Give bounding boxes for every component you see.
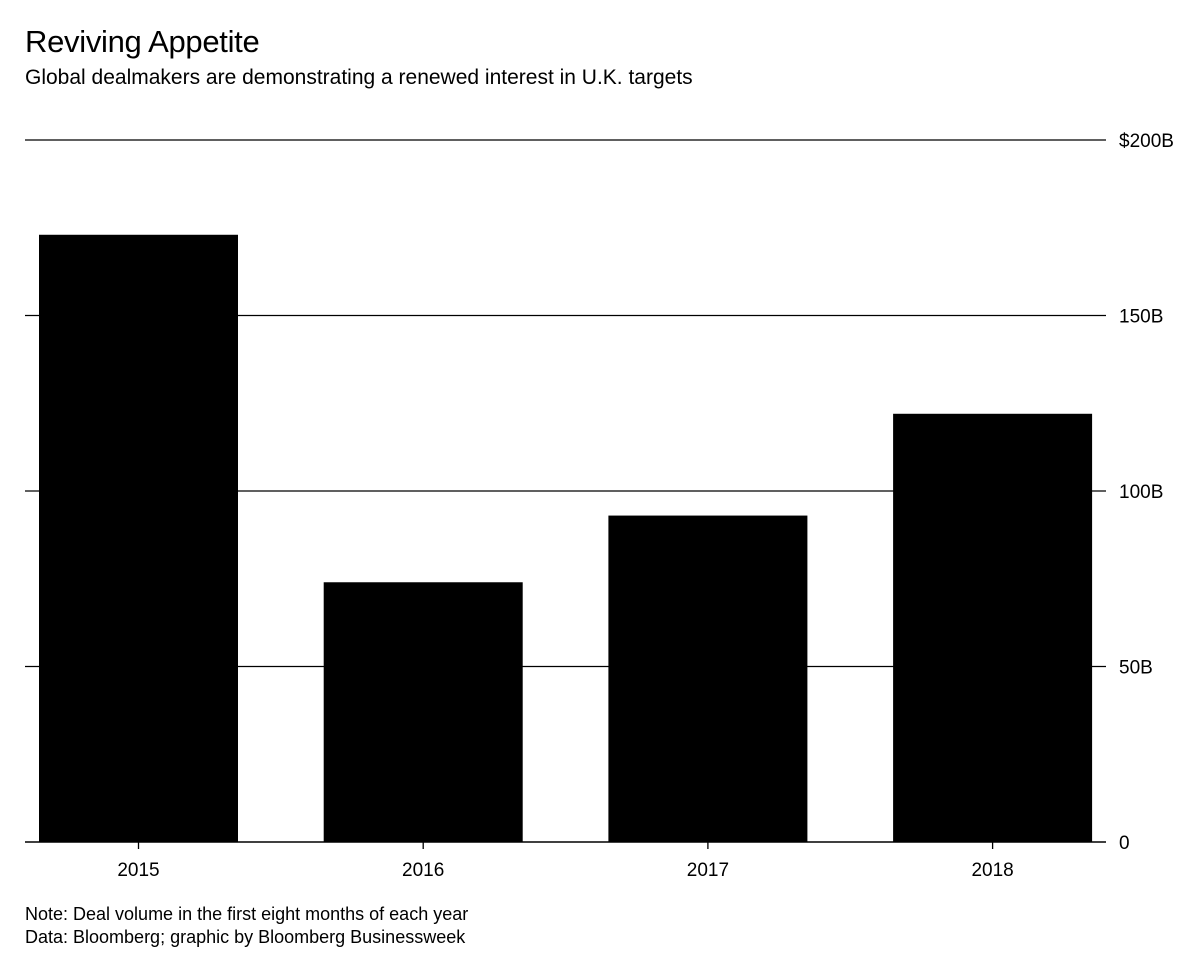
y-tick-label: 50B <box>1119 658 1153 679</box>
x-tick-label: 2017 <box>687 860 729 881</box>
x-tick-label: 2015 <box>117 860 159 881</box>
y-tick-label: 150B <box>1119 307 1163 328</box>
y-axis-labels: 0 50B 100B 150B $200B <box>1119 131 1174 854</box>
x-axis-labels: 2015 2016 2017 2018 <box>117 860 1013 881</box>
bar <box>323 582 523 842</box>
chart-subtitle: Global dealmakers are demonstrating a re… <box>25 66 693 89</box>
chart-note: Note: Deal volume in the first eight mon… <box>25 904 469 924</box>
y-tick-label: $200B <box>1119 131 1174 152</box>
x-tick-label: 2016 <box>402 860 444 881</box>
bars <box>39 234 1093 842</box>
x-axis <box>25 841 1106 849</box>
bar <box>608 515 808 842</box>
chart-source: Data: Bloomberg; graphic by Bloomberg Bu… <box>25 927 466 947</box>
bar <box>39 234 238 842</box>
chart-title: Reviving Appetite <box>25 24 260 59</box>
y-tick-label: 100B <box>1119 482 1163 503</box>
y-tick-label: 0 <box>1119 833 1130 854</box>
bar <box>893 413 1093 842</box>
x-tick-label: 2018 <box>971 860 1013 881</box>
